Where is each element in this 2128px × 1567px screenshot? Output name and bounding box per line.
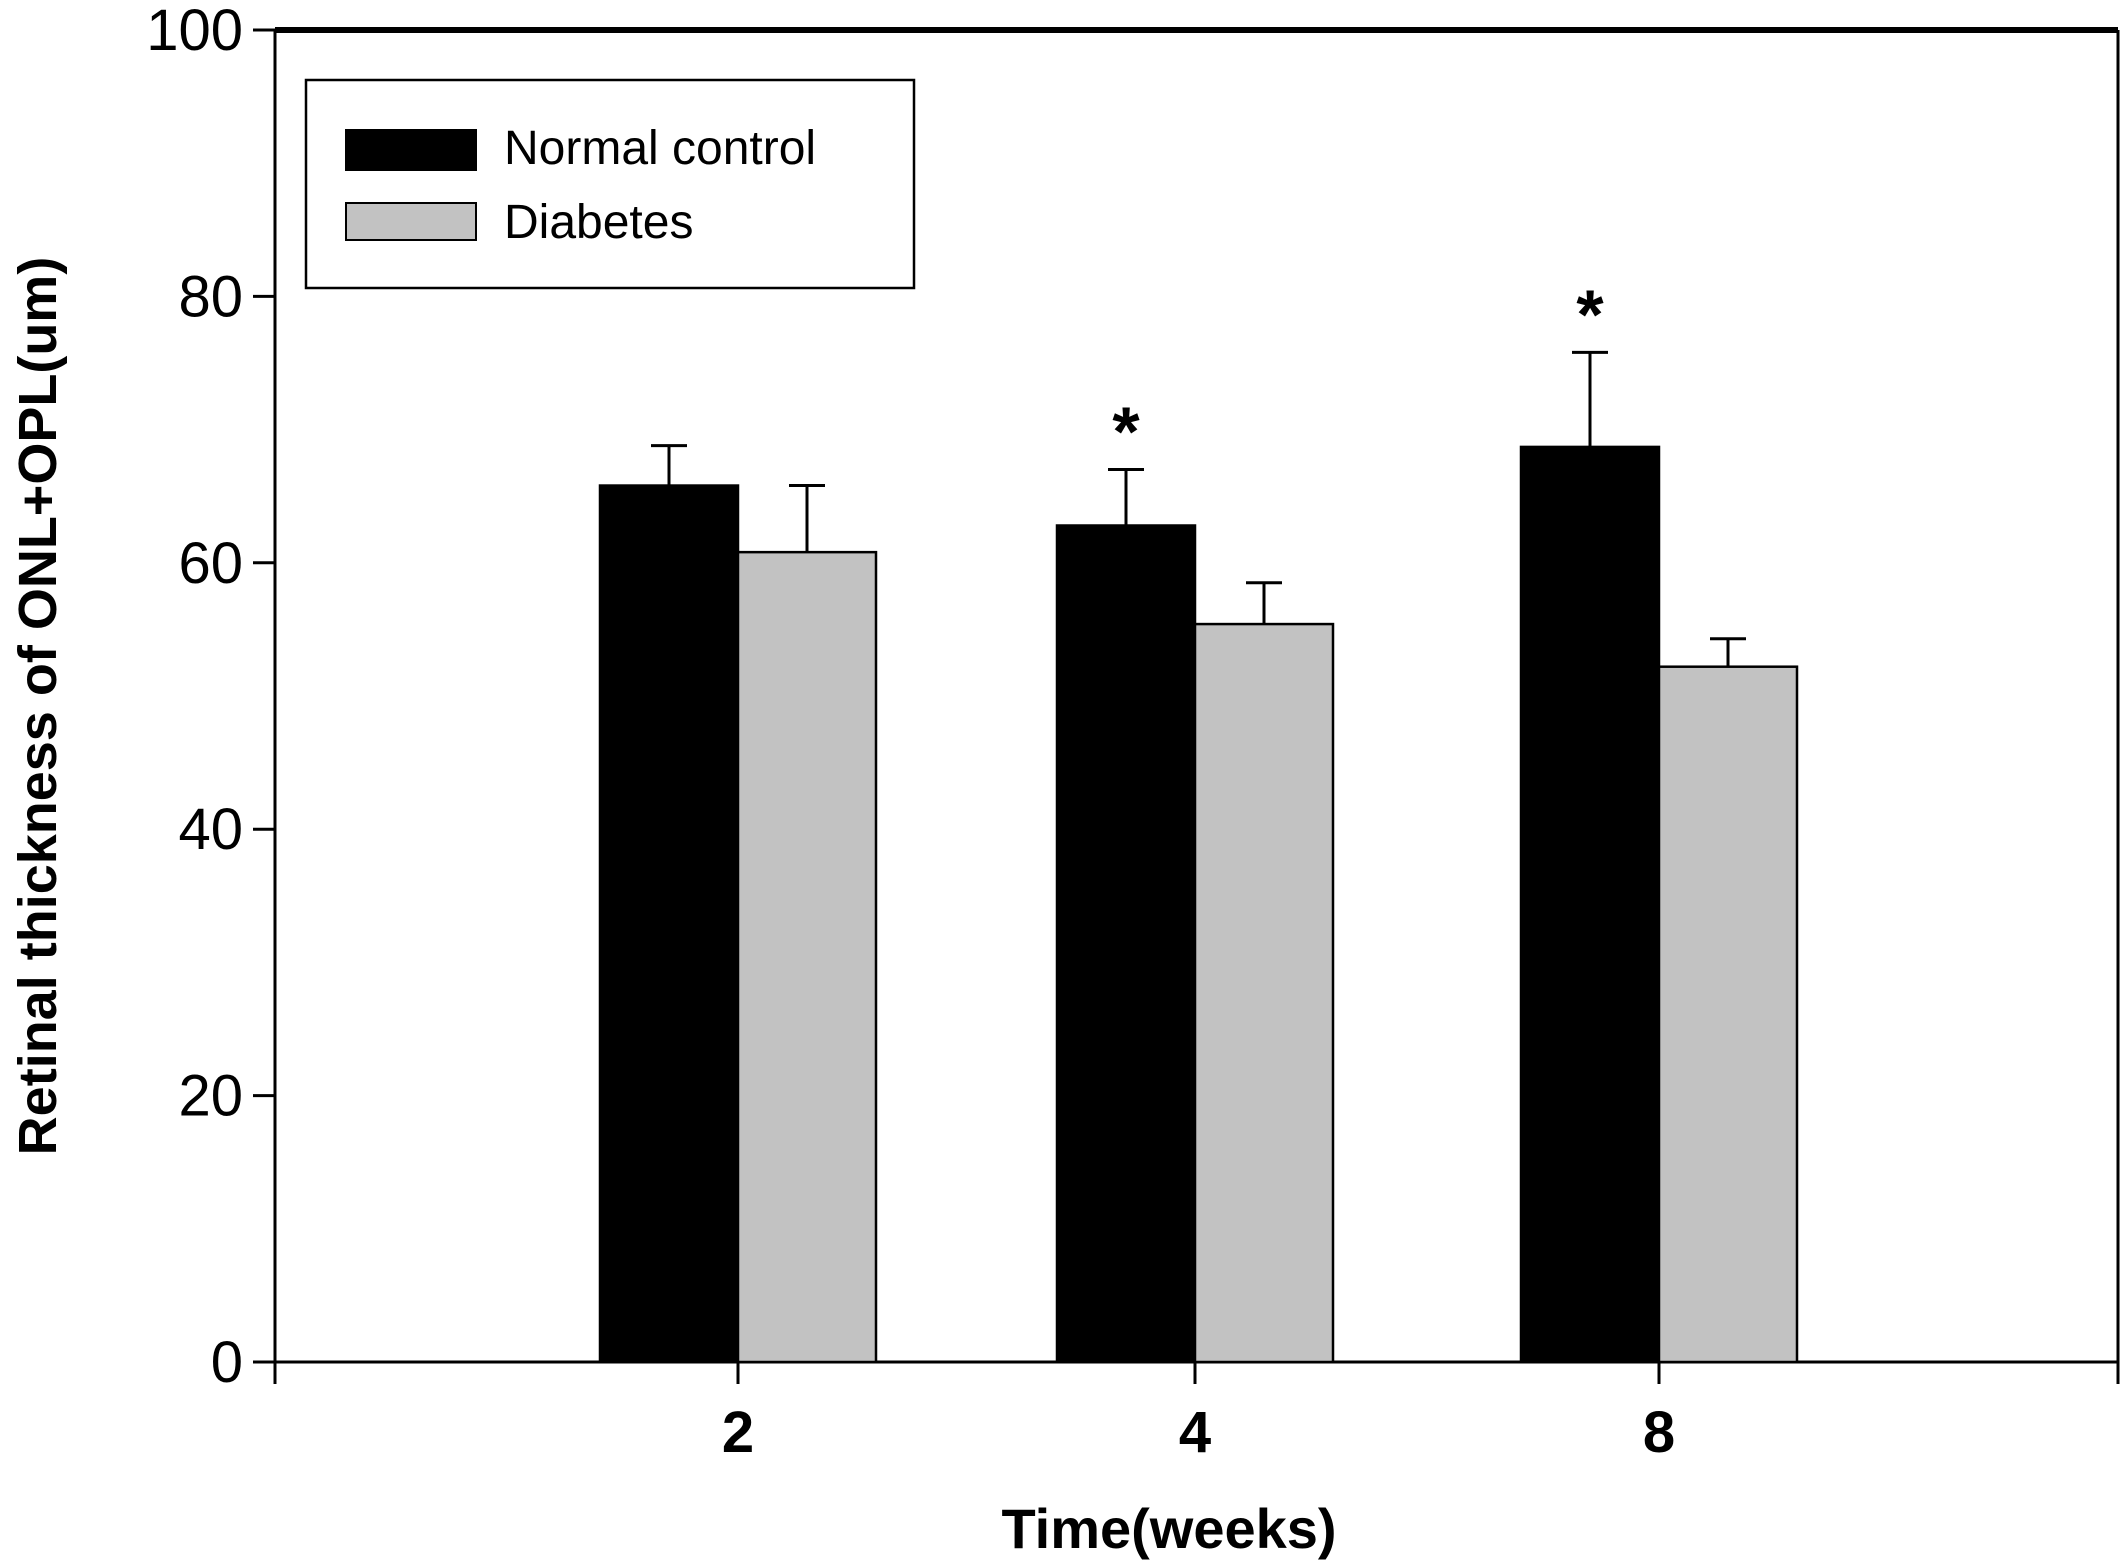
y-tick-label: 40 [178,797,243,862]
y-tick-label: 80 [178,264,243,329]
y-axis-ticks: 0 20 40 60 80 100 [146,0,275,1395]
y-tick-label: 20 [178,1064,243,1129]
y-tick-label: 0 [211,1330,243,1395]
legend-swatch-diabetes [345,202,477,241]
x-tick-label: 4 [1179,1400,1211,1465]
bar-diabetes [1193,622,1335,1364]
legend-label-diabetes: Diabetes [504,196,693,249]
legend-box [304,78,916,290]
y-tick-label: 60 [178,531,243,596]
significance-asterisk: * [1112,393,1140,471]
bar-normal-control [1519,445,1661,1364]
significance-annotations: ** [1112,275,1604,470]
legend-label-normal-control: Normal control [504,122,816,175]
bar-diabetes [736,550,878,1364]
bar-normal-control [598,484,740,1364]
x-axis-title: Time(weeks) [1001,1497,1336,1560]
x-tick-label: 8 [1643,1400,1675,1465]
bar-diabetes [1657,665,1799,1364]
legend-swatch-normal-control [345,129,477,171]
bar-normal-control [1055,524,1197,1364]
x-tick-label: 2 [722,1400,754,1465]
legend: Normal control Diabetes [304,78,916,290]
bar-series [598,350,1799,1364]
y-tick-label: 100 [146,0,243,63]
significance-asterisk: * [1576,275,1604,353]
x-axis-ticks: 2 4 8 [722,1362,1675,1465]
y-axis-title: Retinal thickness of ONL+OPL(um) [8,257,68,1156]
